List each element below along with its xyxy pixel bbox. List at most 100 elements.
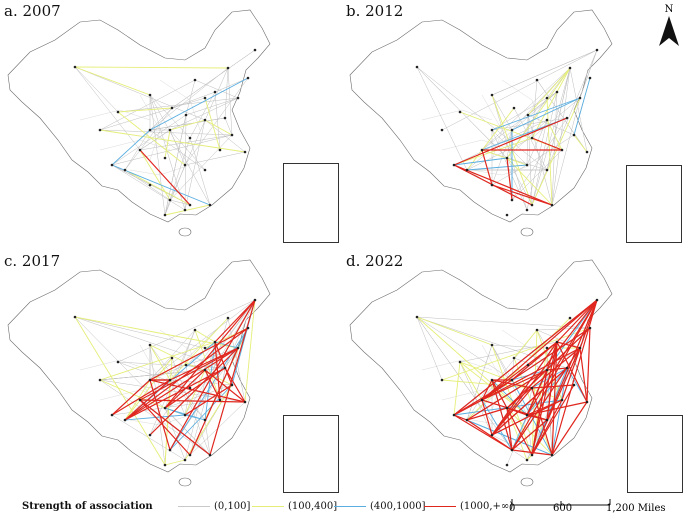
link-gray [466, 344, 493, 421]
city-node [480, 148, 484, 152]
link-yellow [74, 66, 229, 69]
city-node [193, 328, 197, 332]
link-gray [527, 114, 553, 206]
city-node [480, 398, 484, 402]
link-gray [184, 151, 246, 166]
link-gray [149, 129, 206, 171]
link-gray [416, 316, 513, 451]
city-node [168, 378, 172, 382]
city-node [246, 76, 250, 80]
link-yellow [244, 299, 256, 403]
north-label: N [665, 4, 674, 15]
link-red [481, 327, 591, 401]
china-outline [7, 9, 271, 223]
map-panel-d: d. 2022 [342, 250, 683, 495]
city-node [458, 110, 462, 114]
city-node [505, 213, 509, 217]
link-blue [111, 164, 211, 206]
link-red [453, 414, 468, 421]
link-blue [466, 164, 528, 171]
link-blue [111, 129, 151, 166]
link-gray [149, 299, 256, 381]
link-yellow [74, 66, 151, 96]
city-node [183, 163, 187, 167]
link-red [491, 387, 533, 436]
city-node [148, 343, 152, 347]
link-gray [149, 94, 186, 211]
link-yellow [99, 379, 166, 409]
link-yellow [506, 407, 553, 456]
city-node [138, 148, 142, 152]
link-red [556, 341, 581, 349]
city-node [148, 93, 152, 97]
link-red [491, 367, 568, 436]
hainan-island [520, 227, 534, 237]
panel-title-c: c. 2017 [4, 252, 61, 270]
link-gray [171, 49, 256, 109]
inset-map-b [626, 165, 682, 243]
link-yellow [184, 369, 206, 416]
city-node [545, 346, 549, 350]
city-node [585, 400, 589, 404]
link-gray [171, 91, 216, 109]
link-gray [531, 79, 538, 139]
link-red [224, 367, 246, 403]
link-yellow [466, 107, 515, 171]
link-gray [527, 91, 558, 116]
link-yellow [194, 329, 221, 401]
link-gray [194, 79, 239, 99]
link-gray [184, 114, 187, 211]
city-node [525, 163, 529, 167]
city-node [170, 106, 174, 110]
link-gray [74, 66, 206, 121]
link-gray [231, 347, 239, 386]
city-node [588, 76, 592, 80]
link-blue [511, 379, 553, 456]
link-yellow [513, 329, 538, 359]
city-node [203, 368, 207, 372]
city-node [572, 133, 576, 137]
inset-map-d [627, 415, 683, 493]
link-red [531, 341, 558, 456]
link-gray [184, 77, 249, 166]
city-node [183, 413, 187, 417]
link-red [164, 367, 226, 409]
city-node [236, 346, 240, 350]
link-yellow [99, 341, 216, 381]
link-red [453, 117, 568, 166]
link-red [169, 347, 239, 381]
link-yellow [117, 107, 173, 113]
link-red [149, 327, 249, 381]
link-blue [453, 157, 508, 166]
city-node [213, 90, 217, 94]
link-gray [169, 199, 191, 206]
city-node [148, 183, 152, 187]
city-node [226, 66, 230, 70]
link-gray [491, 129, 528, 166]
link-red [551, 341, 558, 456]
link-red [506, 157, 513, 201]
city-node [203, 346, 207, 350]
link-gray [531, 67, 571, 206]
link-gray [169, 134, 233, 201]
link-yellow [164, 357, 173, 466]
link-gray [491, 94, 528, 211]
legend-title: Strength of association [22, 501, 153, 512]
link-gray [124, 107, 173, 171]
link-blue [573, 77, 591, 136]
city-node [465, 418, 469, 422]
legend-swatch-4 [424, 506, 456, 507]
link-gray [531, 49, 598, 206]
link-blue [481, 399, 513, 451]
link-gray [189, 137, 211, 206]
city-node [188, 136, 192, 140]
province-boundaries [421, 79, 543, 176]
link-blue [491, 97, 581, 131]
city-node [230, 383, 234, 387]
link-red [111, 379, 151, 416]
city-node [415, 65, 419, 69]
city-node [555, 340, 559, 344]
city-node [568, 316, 572, 320]
hainan-island [178, 477, 192, 487]
link-gray [491, 344, 513, 381]
